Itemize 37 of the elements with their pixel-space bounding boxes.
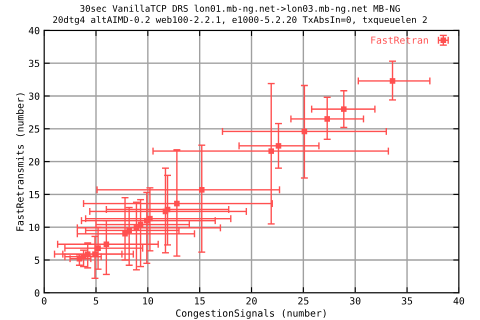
x-tick-label: 10 <box>143 297 154 305</box>
legend-label: FastRetran <box>371 36 428 44</box>
point <box>268 148 274 154</box>
x-tick-label: 35 <box>402 297 412 305</box>
y-tick-label: 25 <box>29 125 40 133</box>
point <box>104 241 110 248</box>
chart-subtitle: 20dtg4 altAIMD-0.2 web100-2.2.1, e1000-5.2.20 TxAbsIn=0, txqueuelen 2 <box>53 16 427 25</box>
y-tick-label: 15 <box>29 191 40 198</box>
y-tick-label: 0 <box>34 289 40 297</box>
point <box>341 106 347 112</box>
x-tick-label: 40 <box>454 297 464 305</box>
x-axis-title: CongestionSignals (number) <box>176 309 326 319</box>
x-tick-label: 25 <box>298 297 308 305</box>
y-tick-label: 10 <box>29 224 40 232</box>
point <box>390 78 396 84</box>
y-tick-label: 20 <box>29 158 40 166</box>
point <box>95 245 101 251</box>
point <box>198 187 205 193</box>
point <box>122 230 128 237</box>
point <box>76 256 82 262</box>
chart-title: 30sec VanillaTCP DRS lon01.mb-ng.net->lon03.mb-ng.net MB-NG <box>80 4 400 14</box>
y-tick-label: 30 <box>28 92 40 100</box>
y-tick-label: 5 <box>34 256 40 264</box>
point <box>302 128 308 134</box>
point <box>276 143 282 149</box>
x-tick-label: 30 <box>350 297 360 305</box>
x-tick-label: 20 <box>246 297 257 305</box>
point <box>174 200 180 206</box>
y-tick-label: 40 <box>28 26 40 34</box>
point <box>144 218 150 224</box>
x-tick-label: 5 <box>94 297 98 305</box>
point <box>138 222 144 228</box>
x-tick-label: 15 <box>194 297 205 305</box>
x-tick-label: 0 <box>42 297 46 305</box>
y-tick-label: 35 <box>28 60 40 68</box>
y-axis-title: FastRetransmits (number) <box>16 93 25 231</box>
point <box>324 116 330 122</box>
